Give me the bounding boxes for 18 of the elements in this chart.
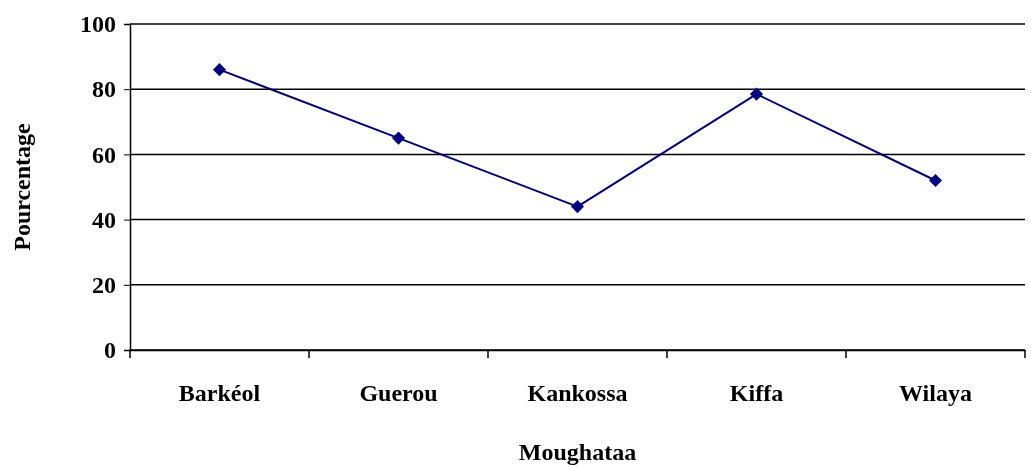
y-tick-label: 60 — [92, 141, 116, 168]
x-tick-label: Kankossa — [527, 380, 628, 407]
point — [391, 131, 406, 145]
y-tick-label: 40 — [92, 206, 116, 233]
point — [749, 87, 764, 101]
x-tick-label: Barkéol — [178, 380, 261, 407]
x-tick-label: Kiffa — [729, 380, 784, 407]
y-tick-label: 100 — [80, 11, 116, 38]
point — [212, 63, 227, 77]
y-tick-label: 80 — [92, 76, 116, 103]
y-axis-title: Pourcentage — [9, 122, 35, 251]
x-tick-label: Guerou — [359, 380, 438, 407]
point — [928, 173, 943, 188]
x-tick-label: Wilaya — [899, 380, 972, 407]
x-axis-title: Moughataa — [518, 439, 637, 465]
y-tick-label: 0 — [104, 337, 116, 364]
point — [570, 199, 585, 214]
y-tick-label: 20 — [92, 271, 116, 298]
